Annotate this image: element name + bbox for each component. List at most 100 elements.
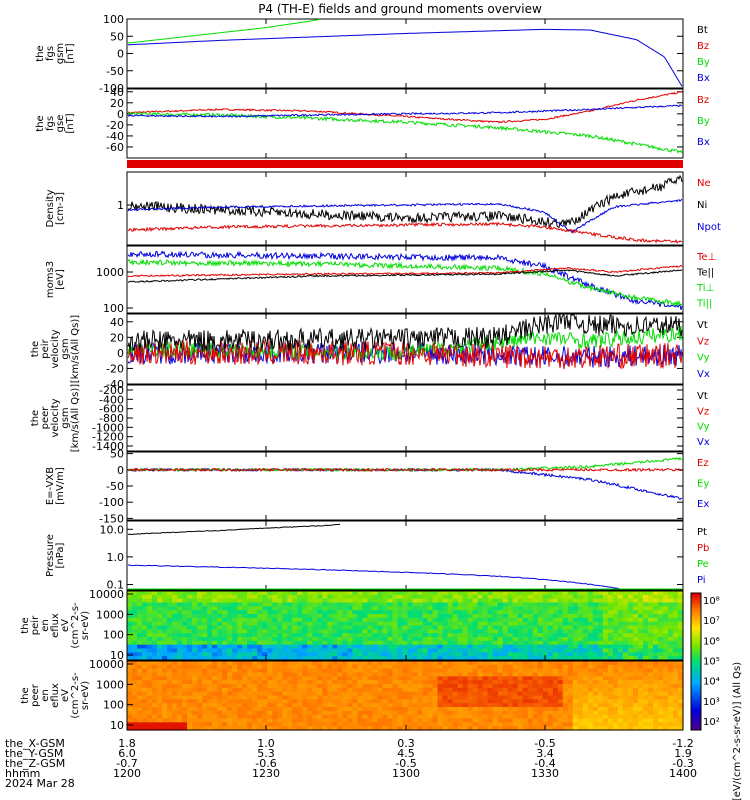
heatmap-cell (317, 691, 323, 697)
heatmap-cell (407, 687, 414, 693)
heatmap-cell (527, 703, 534, 708)
heatmap-cell (132, 594, 138, 600)
heatmap-cell (437, 726, 444, 731)
heatmap-cell (272, 664, 278, 670)
heatmap-cell (632, 672, 639, 677)
heatmap-cell (337, 707, 343, 712)
heatmap-cell (337, 664, 343, 670)
heatmap-cell (272, 703, 278, 708)
heatmap-cell (287, 625, 293, 630)
heatmap-cell (282, 722, 288, 727)
heatmap-cell (182, 648, 188, 653)
heatmap-cell (677, 691, 684, 697)
heatmap-cell (587, 629, 594, 634)
heatmap-cell (402, 621, 409, 627)
heatmap-cell (327, 637, 333, 642)
heatmap-cell (307, 703, 313, 708)
heatmap-cell (467, 703, 474, 708)
heatmap-cell (217, 637, 223, 642)
heatmap-cell (422, 652, 429, 657)
heatmap-cell (567, 637, 574, 642)
heatmap-cell (397, 640, 404, 646)
heatmap-cell (382, 680, 389, 685)
heatmap-cell (582, 602, 589, 607)
heatmap-cell (252, 637, 258, 642)
heatmap-cell (417, 617, 424, 623)
heatmap-cell (132, 637, 138, 642)
heatmap-cell (262, 726, 268, 731)
heatmap-cell (647, 661, 654, 666)
heatmap-cell (627, 640, 634, 646)
heatmap-cell (247, 722, 253, 727)
colorbar-step (691, 613, 701, 616)
heatmap-cell (167, 718, 173, 723)
heatmap-cell (477, 598, 484, 604)
heatmap-cell (247, 687, 253, 693)
heatmap-cell (217, 680, 223, 685)
heatmap-cell (472, 614, 479, 619)
heatmap-cell (442, 594, 449, 600)
x-tick-label: 6.0 (118, 747, 136, 760)
heatmap-cell (457, 644, 464, 650)
heatmap-cell (287, 664, 293, 670)
heatmap-cell (652, 598, 659, 604)
heatmap-cell (132, 640, 138, 646)
heatmap-cell (597, 684, 604, 689)
series-By (127, 111, 683, 154)
heatmap-cell (577, 621, 584, 627)
heatmap-cell (237, 656, 243, 661)
heatmap-cell (592, 610, 599, 615)
heatmap-cell (247, 691, 253, 697)
heatmap-cell (527, 652, 534, 657)
colorbar-step (691, 723, 701, 726)
heatmap-cell (377, 606, 384, 611)
heatmap-cell (482, 668, 489, 674)
heatmap-cell (502, 664, 509, 670)
heatmap-cell (132, 672, 138, 677)
heatmap-cell (417, 633, 424, 638)
heatmap-cell (527, 684, 534, 689)
y-tick-label: 10000 (89, 658, 124, 671)
heatmap-cell (457, 594, 464, 600)
heatmap-cell (402, 652, 409, 657)
heatmap-cell (162, 656, 168, 661)
heatmap-cell (297, 629, 303, 634)
y-tick-label: -1000 (92, 421, 124, 434)
heatmap-cell (397, 633, 404, 638)
heatmap-cell (467, 656, 474, 661)
heatmap-cell (487, 718, 494, 723)
heatmap-cell (517, 710, 524, 716)
heatmap-cell (242, 614, 248, 619)
heatmap-cell (252, 594, 258, 600)
heatmap-cell (192, 676, 198, 681)
heatmap-cell (582, 714, 589, 720)
heatmap-cell (142, 652, 148, 657)
heatmap-cell (392, 606, 399, 611)
heatmap-cell (522, 637, 529, 642)
heatmap-cell (277, 695, 283, 700)
heatmap-cell (612, 637, 619, 642)
heatmap-cell (532, 722, 539, 727)
heatmap-cell (492, 707, 499, 712)
heatmap-cell (302, 664, 308, 670)
heatmap-cell (617, 672, 624, 677)
heatmap-cell (162, 699, 168, 704)
heatmap-cell (577, 625, 584, 630)
heatmap-cell (667, 661, 674, 666)
heatmap-cell (412, 606, 419, 611)
heatmap-cell (667, 668, 674, 674)
heatmap-cell (597, 625, 604, 630)
heatmap-cell (637, 617, 644, 623)
heatmap-cell (452, 625, 459, 630)
heatmap-cell (127, 664, 133, 670)
heatmap-cell (287, 684, 293, 689)
colorbar-step (691, 702, 701, 705)
heatmap-cell (542, 668, 549, 674)
colorbar-step (691, 608, 701, 611)
heatmap-cell (657, 684, 664, 689)
heatmap-cell (337, 640, 343, 646)
y-axis-label: (cm^2-s- (70, 602, 81, 649)
heatmap-cell (507, 707, 514, 712)
heatmap-cell (467, 591, 474, 596)
heatmap-cell (672, 710, 679, 716)
